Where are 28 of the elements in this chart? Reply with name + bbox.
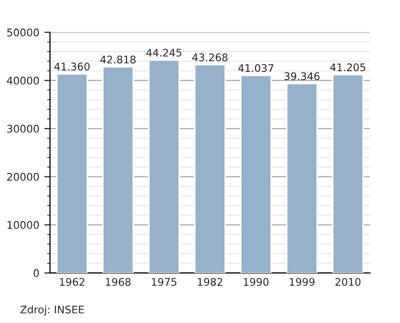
x-tick-label: 1975: [152, 278, 176, 286]
data-label: 42.818: [100, 56, 136, 64]
y-tick-label: 50000: [7, 28, 39, 36]
y-tick-label: 40000: [6, 76, 39, 85]
data-label: 41.037: [238, 64, 274, 72]
bar: [240, 74, 272, 273]
x-tick-label: 1990: [244, 278, 269, 286]
bar: [148, 59, 180, 273]
y-tick-label: 10000: [8, 221, 39, 229]
text: Zdroj: INSEE: [20, 305, 84, 316]
bar: [194, 64, 226, 273]
x-tick-label: 1999: [290, 278, 314, 286]
y-tick-label: 20000: [7, 172, 39, 181]
data-label: 41.205: [330, 63, 366, 72]
data-label: 44.245: [146, 48, 182, 57]
bar: [332, 74, 364, 273]
x-tick-label: 1968: [106, 278, 131, 286]
bar: [286, 82, 318, 273]
data-label: 39.346: [284, 72, 320, 80]
x-tick-label: 1982: [198, 278, 222, 286]
y-tick-label: 0: [34, 269, 39, 278]
bar: [102, 66, 134, 273]
data-label: 41.360: [54, 62, 90, 70]
x-tick-label: 2010: [335, 278, 360, 286]
y-tick-label: 30000: [7, 124, 39, 133]
bar: [56, 73, 88, 273]
x-tick-label: 1962: [60, 278, 84, 286]
data-label: 43.268: [192, 53, 228, 62]
